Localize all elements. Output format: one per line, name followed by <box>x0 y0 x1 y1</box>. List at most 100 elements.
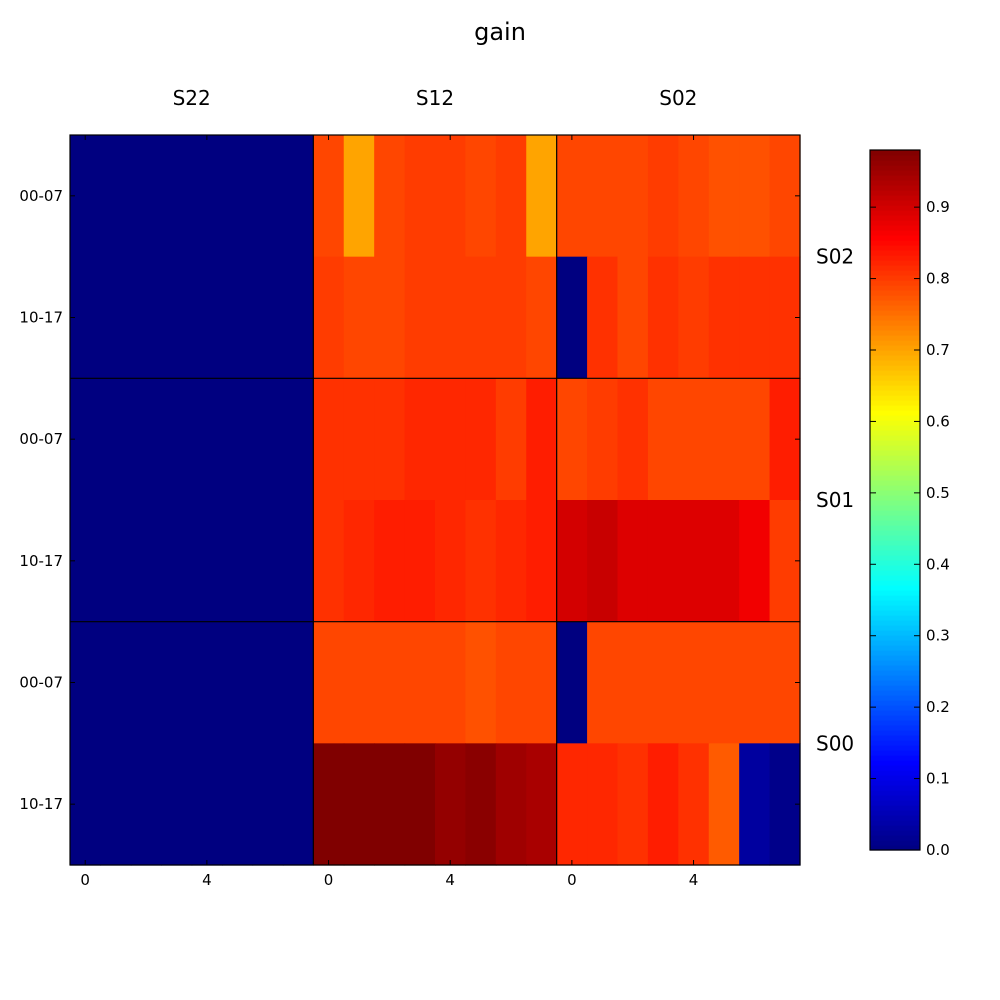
colorbar: 0.0 0.1 0.2 0.3 0.4 0.5 0.6 0.7 0.8 0.9 <box>869 149 950 859</box>
colorbar-segment <box>870 185 920 191</box>
heatmap-cell <box>191 500 223 623</box>
column-block-label: S12 <box>416 86 454 110</box>
colorbar-segment <box>870 405 920 411</box>
heatmap-cell <box>282 378 314 501</box>
colorbar-segment <box>870 710 920 716</box>
heatmap-cell <box>374 743 406 866</box>
heatmap-cell <box>130 500 162 623</box>
heatmap-cell <box>556 135 588 258</box>
heatmap-cell <box>374 256 406 379</box>
heatmap-cell <box>678 621 710 744</box>
heatmap-cell <box>161 500 193 623</box>
heatmap-cell <box>161 743 193 866</box>
colorbar-segment <box>870 455 920 461</box>
colorbar-segment <box>870 365 920 371</box>
heatmap-cell <box>161 135 193 258</box>
heatmap-cell <box>587 378 619 501</box>
colorbar-segment <box>870 345 920 351</box>
heatmap-cell <box>526 743 558 866</box>
heatmap-cell <box>313 135 345 258</box>
colorbar-segment <box>870 755 920 761</box>
colorbar-segment <box>870 600 920 606</box>
colorbar-segment <box>870 760 920 766</box>
colorbar-tick-label: 0.9 <box>926 198 950 216</box>
colorbar-segment <box>870 615 920 621</box>
x-tick-label: 4 <box>445 871 455 889</box>
colorbar-segment <box>870 560 920 566</box>
colorbar-segment <box>870 620 920 626</box>
heatmap-cell <box>404 256 436 379</box>
colorbar-segment <box>870 220 920 226</box>
heatmap-cell <box>708 500 740 623</box>
colorbar-segment <box>870 740 920 746</box>
heatmap-cell <box>435 256 467 379</box>
heatmap-cell <box>313 378 345 501</box>
heatmap-cell <box>313 621 345 744</box>
heatmap-cell <box>678 500 710 623</box>
heatmap-cell <box>252 621 284 744</box>
colorbar-segment <box>870 370 920 376</box>
heatmap-cell <box>130 135 162 258</box>
colorbar-segment <box>870 665 920 671</box>
colorbar-segment <box>870 200 920 206</box>
heatmap-cell <box>739 378 771 501</box>
colorbar-segment <box>870 495 920 501</box>
colorbar-segment <box>870 165 920 171</box>
colorbar-segment <box>870 680 920 686</box>
colorbar-segment <box>870 380 920 386</box>
heatmap-cell <box>161 256 193 379</box>
heatmap-cell <box>708 378 740 501</box>
colorbar-segment <box>870 150 920 156</box>
heatmap-cell <box>678 378 710 501</box>
heatmap-cell <box>465 135 497 258</box>
x-tick-label: 4 <box>689 871 699 889</box>
colorbar-segment <box>870 415 920 421</box>
heatmap-cell <box>161 621 193 744</box>
heatmap-cell <box>404 378 436 501</box>
heatmap-cell <box>647 378 679 501</box>
heatmap-cell <box>465 500 497 623</box>
colorbar-segment <box>870 780 920 786</box>
colorbar-segment <box>870 265 920 271</box>
row-tick-label: 10-17 <box>19 552 63 570</box>
colorbar-segment <box>870 395 920 401</box>
colorbar-segment <box>870 195 920 201</box>
heatmap-cell <box>495 743 527 866</box>
heatmap-cell <box>617 743 649 866</box>
heatmap-cell <box>465 378 497 501</box>
colorbar-segment <box>870 525 920 531</box>
heatmap-cell <box>556 256 588 379</box>
heatmap-cell <box>526 500 558 623</box>
heatmap-cell <box>191 378 223 501</box>
colorbar-segment <box>870 305 920 311</box>
heatmap-cell <box>739 500 771 623</box>
heatmap-cell <box>739 743 771 866</box>
colorbar-segment <box>870 390 920 396</box>
heatmap-cell <box>647 135 679 258</box>
heatmap-cell <box>708 135 740 258</box>
heatmap-cell <box>252 135 284 258</box>
colorbar-segment <box>870 670 920 676</box>
heatmap-cell <box>100 135 132 258</box>
heatmap-cell <box>495 500 527 623</box>
heatmap-cell <box>222 256 254 379</box>
row-tick-label: 10-17 <box>19 795 63 813</box>
colorbar-tick-label: 0.3 <box>926 627 950 645</box>
colorbar-segment <box>870 605 920 611</box>
colorbar-segment <box>870 500 920 506</box>
colorbar-segment <box>870 245 920 251</box>
colorbar-segment <box>870 155 920 161</box>
heatmap-cell <box>130 621 162 744</box>
heatmap-cell <box>161 378 193 501</box>
colorbar-segment <box>870 435 920 441</box>
colorbar-segment <box>870 790 920 796</box>
column-block-label: S22 <box>173 86 211 110</box>
colorbar-segment <box>870 355 920 361</box>
colorbar-segment <box>870 655 920 661</box>
heatmap-cell <box>495 621 527 744</box>
colorbar-segment <box>870 410 920 416</box>
heatmap-cell <box>343 743 375 866</box>
colorbar-segment <box>870 730 920 736</box>
colorbar-segment <box>870 820 920 826</box>
